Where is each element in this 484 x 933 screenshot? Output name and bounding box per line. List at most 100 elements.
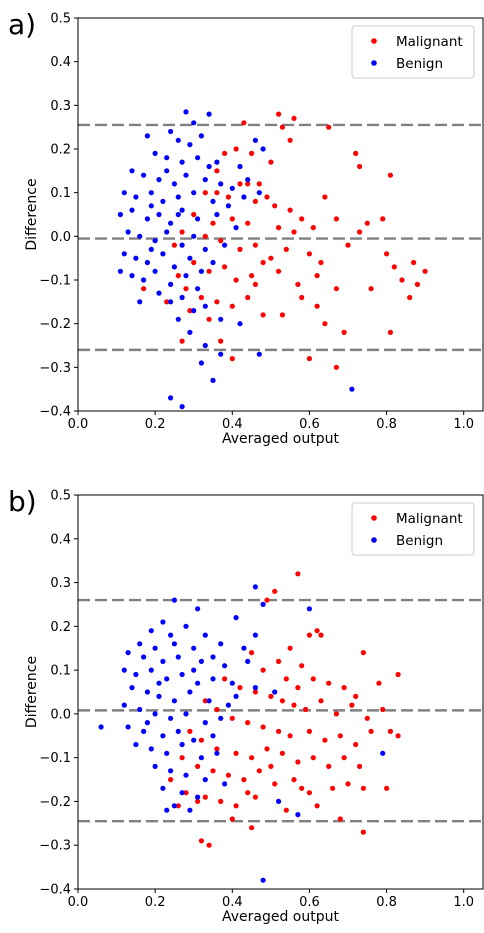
data-point-benign (245, 658, 251, 665)
data-point-malignant (276, 225, 282, 231)
data-point-malignant (268, 159, 274, 165)
data-point-malignant (314, 273, 320, 279)
x-tick-label: 0.8 (376, 895, 397, 910)
data-point-benign (179, 207, 185, 213)
data-point-benign (164, 229, 170, 235)
data-point-benign (187, 329, 193, 335)
data-point-benign (152, 150, 158, 156)
data-point-malignant (276, 268, 282, 274)
data-point-malignant (206, 316, 212, 322)
data-point-malignant (306, 251, 312, 257)
data-point-malignant (260, 312, 266, 318)
data-point-malignant (387, 329, 393, 335)
data-point-malignant (341, 685, 347, 691)
data-point-benign (191, 645, 197, 651)
data-point-benign (202, 246, 208, 252)
data-point-benign (210, 733, 216, 739)
data-point-malignant (225, 194, 231, 200)
data-point-benign (206, 163, 212, 170)
data-point-benign (141, 728, 147, 735)
data-point-benign (164, 807, 170, 813)
data-point-benign (276, 798, 282, 805)
data-point-malignant (357, 229, 363, 235)
data-point-benign (152, 268, 158, 274)
data-point-benign (191, 233, 197, 239)
legend-marker-benign (371, 537, 377, 543)
data-point-benign (214, 750, 220, 756)
data-point-benign (187, 807, 193, 813)
data-point-benign (160, 785, 166, 791)
data-point-benign (218, 316, 224, 322)
legend-marker-malignant (371, 515, 377, 521)
data-point-benign (164, 676, 170, 682)
y-tick-label: −0.1 (39, 751, 71, 766)
data-point-benign (152, 711, 158, 717)
data-point-malignant (314, 628, 320, 634)
data-point-benign (237, 163, 243, 170)
data-point-malignant (202, 794, 208, 800)
data-point-malignant (164, 299, 170, 305)
data-point-malignant (249, 273, 255, 279)
data-point-benign (183, 772, 189, 778)
data-point-malignant (233, 146, 239, 152)
data-point-benign (218, 641, 224, 647)
y-axis-label: Difference (24, 178, 40, 250)
data-point-malignant (291, 777, 297, 783)
data-point-benign (222, 242, 228, 248)
data-point-benign (202, 777, 208, 783)
data-point-benign (210, 259, 216, 266)
data-point-malignant (310, 225, 316, 231)
y-tick-label: −0.4 (39, 883, 71, 898)
data-point-benign (256, 351, 262, 357)
data-point-benign (160, 619, 166, 625)
data-point-malignant (299, 785, 305, 791)
data-point-benign (241, 194, 247, 200)
legend-label-benign: Benign (396, 56, 443, 72)
data-point-benign (175, 728, 181, 735)
data-point-benign (187, 689, 193, 695)
data-point-benign (175, 211, 181, 218)
data-point-benign (133, 671, 139, 678)
data-point-malignant (357, 163, 363, 170)
y-tick-label: −0.3 (39, 361, 71, 376)
data-point-malignant (295, 759, 301, 765)
data-point-malignant (360, 785, 366, 791)
data-point-benign (148, 628, 154, 634)
data-point-malignant (179, 229, 185, 235)
data-point-malignant (299, 663, 305, 669)
x-tick-label: 0.6 (299, 895, 320, 910)
data-point-malignant (306, 356, 312, 362)
data-point-benign (179, 671, 185, 678)
data-point-benign (168, 128, 174, 135)
data-point-malignant (179, 338, 185, 344)
data-point-malignant (299, 294, 305, 301)
data-point-benign (183, 172, 189, 178)
data-point-malignant (306, 632, 312, 638)
data-point-benign (237, 321, 243, 327)
data-point-benign (202, 342, 208, 349)
data-point-benign (198, 268, 204, 274)
data-point-malignant (287, 137, 293, 143)
data-point-malignant (318, 259, 324, 266)
y-tick-label: 0.5 (50, 489, 71, 504)
data-point-benign (229, 185, 235, 191)
data-point-benign (152, 645, 158, 651)
data-point-benign (121, 702, 127, 708)
data-point-benign (133, 255, 139, 261)
data-point-benign (156, 211, 162, 218)
y-tick-label: 0.5 (50, 12, 71, 27)
data-point-benign (183, 623, 189, 629)
data-point-malignant (214, 190, 220, 196)
data-point-malignant (333, 216, 339, 222)
data-point-malignant (287, 733, 293, 739)
data-point-benign (117, 211, 123, 218)
x-tick-label: 1.0 (453, 417, 474, 432)
data-point-malignant (237, 246, 243, 252)
data-point-malignant (326, 680, 332, 686)
data-point-malignant (252, 198, 258, 204)
data-point-malignant (291, 115, 297, 121)
data-point-malignant (380, 216, 386, 222)
data-point-benign (202, 720, 208, 726)
data-point-benign (260, 601, 266, 608)
